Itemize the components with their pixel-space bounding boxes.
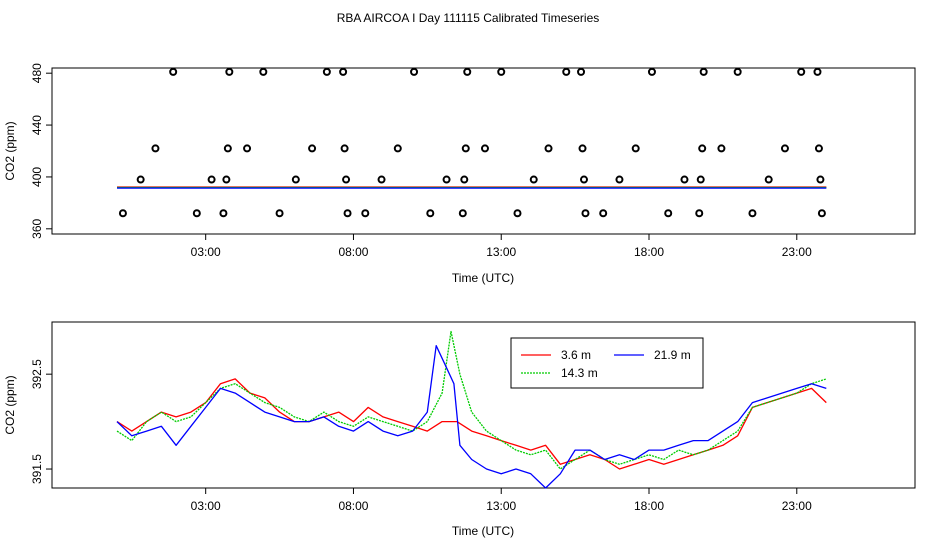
calibration-point bbox=[695, 209, 704, 218]
bottom-x-tick-label-18-00: 18:00 bbox=[634, 499, 664, 513]
calibration-point bbox=[461, 144, 470, 153]
bottom-x-tick-label-08-00: 08:00 bbox=[338, 499, 368, 513]
calibration-point bbox=[377, 175, 386, 184]
top-x-tick-label-23-00: 23:00 bbox=[782, 245, 812, 259]
bottom-plot: 03:00 08:00 13:00 18:00 23:00 391.5 392.5 bbox=[30, 330, 827, 513]
calibration-point bbox=[275, 209, 284, 218]
bottom-plot-frame bbox=[51, 321, 916, 489]
top-x-tick-label-18-00: 18:00 bbox=[634, 245, 664, 259]
calibration-point bbox=[426, 209, 435, 218]
top-x-tick-label-08-00: 08:00 bbox=[338, 245, 368, 259]
calibration-point bbox=[393, 144, 402, 153]
calibration-point bbox=[410, 67, 419, 76]
calibration-point bbox=[259, 67, 268, 76]
series-line-3-6-m bbox=[116, 378, 827, 470]
calibration-point bbox=[816, 175, 825, 184]
calibration-point bbox=[322, 67, 331, 76]
bottom-x-tick-label-13-00: 13:00 bbox=[486, 499, 516, 513]
series-line-14-3-m bbox=[116, 330, 827, 470]
calibration-point bbox=[463, 67, 472, 76]
calibration-point bbox=[631, 144, 640, 153]
calibration-point bbox=[308, 144, 317, 153]
bottom-x-axis-label: Time (UTC) bbox=[452, 524, 514, 538]
calibration-point bbox=[339, 67, 348, 76]
calibration-point bbox=[817, 209, 826, 218]
calibration-point bbox=[207, 175, 216, 184]
legend-box bbox=[510, 337, 704, 389]
calibration-point bbox=[797, 67, 806, 76]
top-y-axis-label: CO2 (ppm) bbox=[3, 121, 17, 180]
calibration-point bbox=[342, 175, 351, 184]
calibration-point bbox=[291, 175, 300, 184]
top-plot: 03:00 08:00 13:00 18:00 23:00 360 400 440 480 bbox=[30, 63, 827, 259]
top-x-tick-label-13-00: 13:00 bbox=[486, 245, 516, 259]
bottom-x-tick-label-23-00: 23:00 bbox=[782, 499, 812, 513]
calibration-point bbox=[814, 144, 823, 153]
calibration-point bbox=[223, 144, 232, 153]
calibration-point bbox=[581, 209, 590, 218]
calibration-point bbox=[748, 209, 757, 218]
calibration-point bbox=[343, 209, 352, 218]
legend-label-14-3m: 14.3 m bbox=[561, 366, 598, 380]
calibration-point bbox=[577, 67, 586, 76]
calibration-point bbox=[529, 175, 538, 184]
calibration-point bbox=[192, 209, 201, 218]
calibration-point bbox=[664, 209, 673, 218]
top-x-tick-label-03-00: 03:00 bbox=[191, 245, 221, 259]
top-y-tick-label-480: 480 bbox=[30, 63, 44, 83]
figure-title: RBA AIRCOA I Day 111115 Calibrated Times… bbox=[337, 11, 600, 25]
calibration-point bbox=[717, 144, 726, 153]
calibration-point bbox=[615, 175, 624, 184]
bottom-y-axis-label: CO2 (ppm) bbox=[3, 375, 17, 434]
top-plot-frame bbox=[51, 67, 916, 235]
top-y-tick-label-440: 440 bbox=[30, 115, 44, 135]
calibration-point bbox=[458, 209, 467, 218]
calibration-point bbox=[219, 209, 228, 218]
calibration-point bbox=[243, 144, 252, 153]
calibration-point bbox=[578, 144, 587, 153]
calibration-point bbox=[340, 144, 349, 153]
calibration-point bbox=[118, 209, 127, 218]
calibration-point bbox=[699, 67, 708, 76]
bottom-y-tick-label-392-5: 392.5 bbox=[30, 359, 44, 389]
calibration-point bbox=[696, 175, 705, 184]
calibration-point bbox=[544, 144, 553, 153]
top-y-tick-label-360: 360 bbox=[30, 218, 44, 238]
bottom-y-tick-label-391-5: 391.5 bbox=[30, 454, 44, 484]
calibration-point bbox=[361, 209, 370, 218]
top-y-tick-label-400: 400 bbox=[30, 167, 44, 187]
calibration-point bbox=[169, 67, 178, 76]
legend: 3.6 m 21.9 m 14.3 m bbox=[510, 337, 704, 389]
calibration-point bbox=[764, 175, 773, 184]
calibration-point bbox=[780, 144, 789, 153]
calibration-point bbox=[136, 175, 145, 184]
legend-label-3-6m: 3.6 m bbox=[561, 348, 591, 362]
series-line-21-9-m bbox=[116, 345, 827, 489]
calibration-point bbox=[599, 209, 608, 218]
top-x-axis-label: Time (UTC) bbox=[452, 271, 514, 285]
calibration-point bbox=[151, 144, 160, 153]
calibration-point bbox=[680, 175, 689, 184]
calibration-point bbox=[579, 175, 588, 184]
calibration-point bbox=[562, 67, 571, 76]
calibration-point bbox=[813, 67, 822, 76]
calibration-point bbox=[513, 209, 522, 218]
legend-label-21-9m: 21.9 m bbox=[654, 348, 691, 362]
calibration-point bbox=[222, 175, 231, 184]
calibration-point bbox=[442, 175, 451, 184]
calibration-point bbox=[497, 67, 506, 76]
calibration-point bbox=[733, 67, 742, 76]
calibration-point bbox=[647, 67, 656, 76]
calibration-point bbox=[698, 144, 707, 153]
calibration-point bbox=[225, 67, 234, 76]
bottom-x-tick-label-03-00: 03:00 bbox=[191, 499, 221, 513]
calibration-point bbox=[480, 144, 489, 153]
calibration-point bbox=[460, 175, 469, 184]
